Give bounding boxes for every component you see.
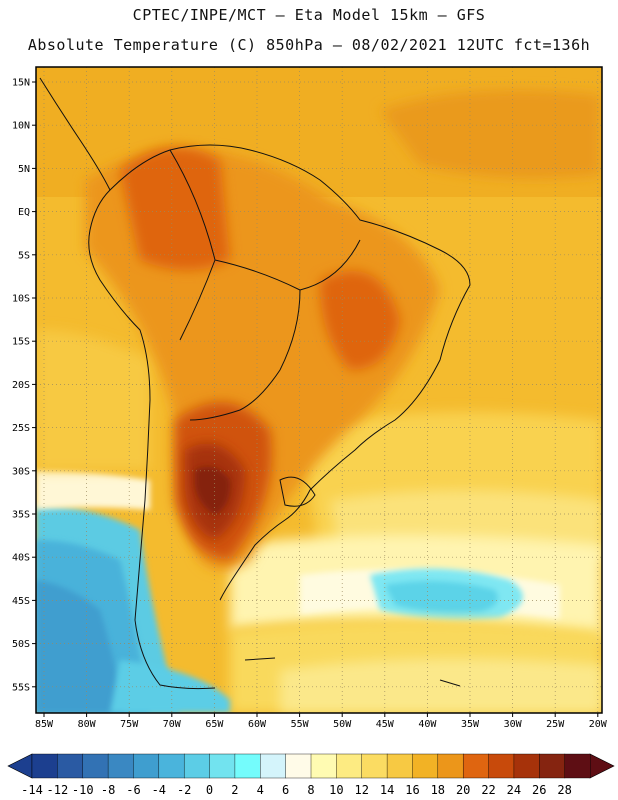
- title-line-2: Absolute Temperature (C) 850hPa – 08/02/…: [27, 36, 591, 54]
- colorbar-level-label: -14: [21, 783, 43, 797]
- lon-label: 50W: [333, 719, 352, 730]
- colorbar-high-arrow: [589, 753, 615, 779]
- colorbar-level-label: 0: [206, 783, 213, 797]
- colorbar-swatch: [31, 753, 58, 779]
- colorbar-level-label: -2: [177, 783, 191, 797]
- colorbar-swatch: [310, 753, 337, 779]
- colorbar-swatch: [386, 753, 413, 779]
- colorbar-swatch: [513, 753, 540, 779]
- colorbar: -14 -12 -10 -8 -6 -4 -2 0 2 4 6 8 10 12 14 16 18 20 22 24 26…: [7, 753, 615, 797]
- colorbar-level-label: 4: [257, 783, 264, 797]
- colorbar-level-label: -10: [72, 783, 94, 797]
- colorbar-swatch: [488, 753, 515, 779]
- colorbar-swatch: [158, 753, 185, 779]
- lat-label: 15N: [12, 78, 30, 89]
- colorbar-swatch: [437, 753, 464, 779]
- lon-label: 65W: [205, 719, 224, 730]
- colorbar-swatch: [260, 753, 287, 779]
- colorbar-level-label: -4: [152, 783, 166, 797]
- lat-label: 30S: [12, 466, 30, 477]
- colorbar-level-label: 20: [456, 783, 470, 797]
- lon-label: 25W: [546, 719, 565, 730]
- lon-label: 45W: [376, 719, 395, 730]
- lon-label: 80W: [78, 719, 97, 730]
- lat-label: 5N: [18, 164, 30, 175]
- colorbar-level-label: 24: [507, 783, 521, 797]
- lat-label: 10N: [12, 121, 30, 132]
- lat-label: 10S: [12, 294, 30, 305]
- title-line-1: CPTEC/INPE/MCT – Eta Model 15km – GFS: [132, 6, 486, 24]
- colorbar-level-label: -8: [101, 783, 115, 797]
- colorbar-swatch: [234, 753, 261, 779]
- coastlines: [39, 77, 471, 690]
- lat-label: 55S: [12, 682, 30, 693]
- colorbar-level-label: -12: [47, 783, 69, 797]
- colorbar-swatch: [107, 753, 134, 779]
- colorbar-level-label: 8: [307, 783, 314, 797]
- colorbar-level-label: 2: [231, 783, 238, 797]
- colorbar-low-arrow: [7, 753, 33, 779]
- lat-label: 50S: [12, 639, 30, 650]
- lon-label: 20W: [589, 719, 608, 730]
- colorbar-level-label: 18: [431, 783, 445, 797]
- colorbar-level-label: 28: [557, 783, 571, 797]
- longitude-axis: 85W 80W 75W 70W 65W 60W 55W 50W 45W 40W 35W 30W 25W 2…: [35, 713, 608, 730]
- lon-label: 60W: [248, 719, 267, 730]
- lon-label: 40W: [418, 719, 437, 730]
- lat-label: 45S: [12, 596, 30, 607]
- lat-label: 40S: [12, 553, 30, 564]
- lon-label: 85W: [35, 719, 54, 730]
- map-frame: [35, 66, 603, 714]
- colorbar-level-label: 22: [481, 783, 495, 797]
- lon-label: 55W: [291, 719, 310, 730]
- lat-label: 5S: [18, 250, 30, 261]
- colorbar-level-label: 10: [329, 783, 343, 797]
- colorbar-swatch: [57, 753, 84, 779]
- colorbar-level-label: 16: [405, 783, 419, 797]
- colorbar-level-label: 12: [355, 783, 369, 797]
- lat-label: 15S: [12, 337, 30, 348]
- lon-label: 75W: [120, 719, 139, 730]
- colorbar-swatch: [183, 753, 211, 779]
- colorbar-swatch: [336, 753, 363, 779]
- temperature-field: [36, 67, 602, 713]
- colorbar-level-label: 26: [532, 783, 546, 797]
- colorbar-level-label: 14: [380, 783, 394, 797]
- latitude-axis: 15N 10N 5N EQ 5S 10S 15S 20S 25S 30S 35S 40S 45S 50S 5…: [12, 78, 36, 693]
- lon-label: 30W: [504, 719, 523, 730]
- lat-label: 25S: [12, 423, 30, 434]
- colorbar-swatch: [361, 753, 388, 779]
- lon-label: 70W: [163, 719, 182, 730]
- colorbar-swatch: [133, 753, 160, 779]
- colorbar-swatch: [209, 753, 236, 779]
- colorbar-level-label: 6: [282, 783, 289, 797]
- lat-label: 35S: [12, 510, 30, 521]
- colorbar-swatch: [462, 753, 490, 779]
- colorbar-swatch: [82, 753, 109, 779]
- colorbar-swatch: [412, 753, 439, 779]
- lat-label: EQ: [18, 207, 30, 218]
- lat-label: 20S: [12, 380, 30, 391]
- colorbar-swatch: [539, 753, 566, 779]
- lon-label: 35W: [461, 719, 480, 730]
- colorbar-level-label: -6: [126, 783, 140, 797]
- colorbar-swatch: [285, 753, 312, 779]
- colorbar-swatch: [564, 753, 591, 779]
